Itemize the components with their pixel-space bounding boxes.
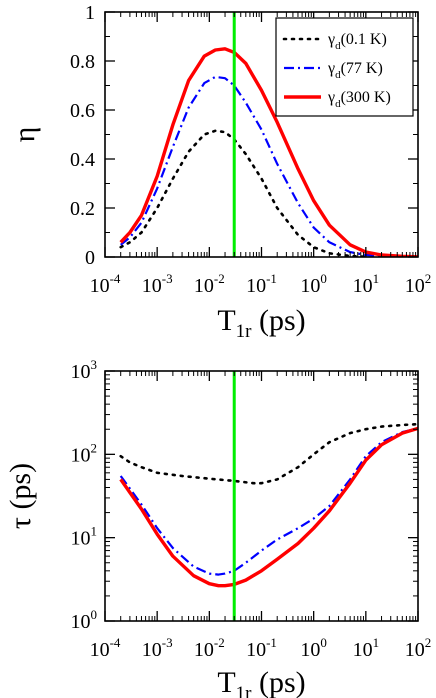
y-tick-label: 101 <box>71 524 98 550</box>
x-axis-title: T1r (ps) <box>217 304 305 342</box>
y-axis-title: η <box>8 127 41 143</box>
x-tick-label: 100 <box>300 271 327 297</box>
legend-label-1: γd(77 K) <box>327 60 383 81</box>
series-line-1 <box>119 427 418 576</box>
x-tick-label: 102 <box>405 635 432 661</box>
series-line-0 <box>119 422 418 485</box>
x-tick-label: 10-4 <box>90 635 121 661</box>
series-line-2 <box>119 47 418 257</box>
y-tick-label: 0.4 <box>70 149 95 171</box>
series-line-2 <box>119 426 418 588</box>
x-axis-title: T1r (ps) <box>217 666 305 698</box>
y-tick-label: 0.6 <box>70 100 95 122</box>
x-tick-label: 10-1 <box>246 271 277 297</box>
x-tick-label: 10-3 <box>142 271 173 297</box>
series-line-1 <box>120 75 403 257</box>
x-tick-label: 10-4 <box>90 271 121 297</box>
legend-label-2: γd(300 K) <box>327 89 391 110</box>
plot-frame <box>104 370 419 622</box>
x-tick-label: 10-1 <box>246 635 277 661</box>
y-tick-label: 102 <box>71 440 98 466</box>
panel-eta: 10-4 10-3 10-2 10-1 100 101 102 0 0.2 0.4 0.6 0.8 1 T… <box>8 2 431 342</box>
x-tick-label: 10-2 <box>194 271 225 297</box>
x-tick-label: 10-3 <box>142 635 173 661</box>
x-tick-label: 10-2 <box>194 635 225 661</box>
y-tick-label: 0.8 <box>70 51 95 73</box>
series-line-0 <box>119 129 368 257</box>
legend-label-0: γd(0.1 K) <box>327 31 387 52</box>
y-tick-label: 1 <box>85 2 95 24</box>
legend: γd(0.1 K) γd(77 K) γd(300 K) <box>275 17 414 117</box>
panel-tau: 10-4 10-3 10-2 10-1 100 101 102 100 101 102 103 T1r… <box>4 357 431 698</box>
x-tick-label: 102 <box>405 271 432 297</box>
y-tick-label: 0.2 <box>70 198 95 220</box>
y-tick-label: 0 <box>85 247 95 269</box>
x-tick-label: 100 <box>300 635 327 661</box>
x-tick-label: 101 <box>353 271 380 297</box>
y-axis-title: τ (ps) <box>4 463 37 529</box>
y-tick-label: 103 <box>71 357 98 383</box>
y-tick-label: 100 <box>71 607 98 633</box>
x-tick-label: 101 <box>353 635 380 661</box>
